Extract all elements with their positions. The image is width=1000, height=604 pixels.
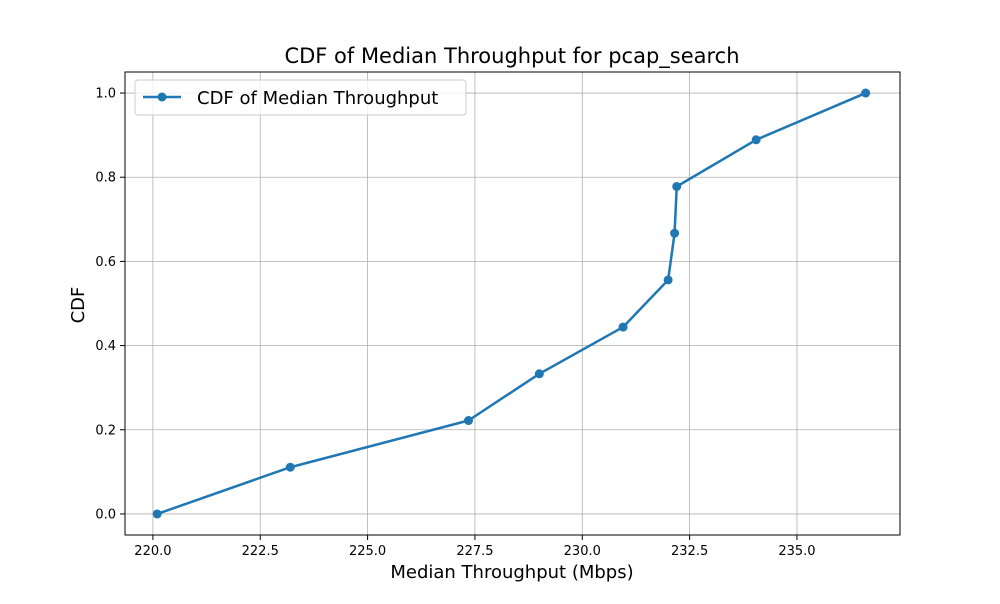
x-tick-label: 222.5	[242, 544, 279, 559]
chart-title: CDF of Median Throughput for pcap_search	[284, 44, 739, 69]
legend: CDF of Median Throughput	[134, 79, 467, 116]
y-tick-label: 1.0	[95, 87, 116, 102]
y-tick-label: 0.8	[95, 171, 116, 186]
data-point	[285, 462, 295, 472]
x-tick-label: 230.0	[564, 544, 601, 559]
data-point	[463, 416, 473, 426]
x-tick-label: 220.0	[134, 544, 171, 559]
data-point	[618, 322, 628, 332]
y-tick-label: 0.6	[95, 255, 116, 270]
data-point	[663, 275, 673, 285]
series-line	[156, 91, 867, 516]
data-point	[861, 88, 871, 98]
x-tick-label: 235.0	[778, 544, 815, 559]
y-tick-label: 0.0	[95, 507, 116, 522]
data-point	[534, 369, 544, 379]
data-point	[670, 228, 680, 238]
data-point	[672, 181, 682, 191]
x-tick-label: 227.5	[456, 544, 493, 559]
x-tick-label: 232.5	[671, 544, 708, 559]
grid-layer	[125, 72, 900, 535]
legend-box	[134, 79, 467, 116]
x-axis-label: Median Throughput (Mbps)	[390, 562, 633, 583]
legend-marker-swatch	[157, 92, 167, 102]
y-axis-label: CDF	[68, 287, 89, 324]
y-tick-label: 0.4	[95, 339, 116, 354]
data-point	[751, 135, 761, 145]
legend-entry-label: CDF of Median Throughput	[197, 88, 438, 109]
series-layer	[152, 88, 871, 519]
axes-layer: 220.0 222.5 225.0 227.5 230.0 232.5 235.0 0.0 0.…	[95, 71, 901, 559]
x-tick-label: 225.0	[349, 544, 386, 559]
y-tick-label: 0.2	[95, 423, 116, 438]
data-point	[152, 509, 162, 519]
plot-area-frame	[124, 71, 901, 536]
